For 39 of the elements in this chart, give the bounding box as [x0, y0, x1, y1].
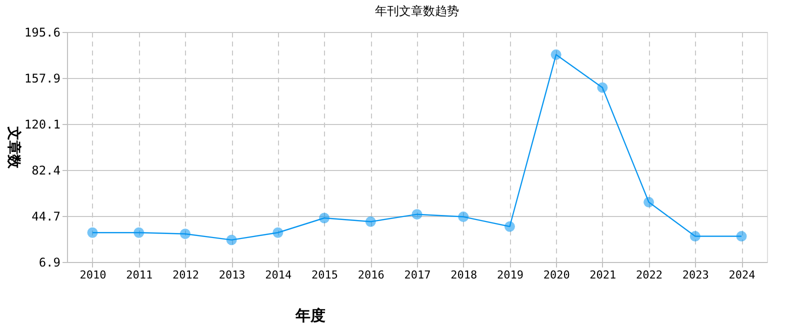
y-tick-label: 157.9 — [24, 71, 60, 86]
point — [458, 212, 469, 222]
x-tick-label: 2016 — [358, 268, 384, 282]
x-tick-label: 2020 — [543, 268, 570, 282]
point — [550, 49, 562, 60]
y-tick-label: 82.4 — [32, 163, 60, 178]
x-tick-label: 2014 — [265, 268, 292, 282]
point — [412, 209, 422, 220]
x-tick-label: 2017 — [404, 268, 431, 282]
point — [87, 227, 98, 238]
point — [597, 82, 608, 93]
point — [504, 221, 515, 232]
x-tick-label: 2018 — [450, 268, 478, 282]
y-tick-label: 6.9 — [38, 256, 60, 270]
point — [365, 216, 376, 227]
point — [736, 231, 747, 242]
x-tick-label: 2015 — [312, 268, 338, 282]
x-tick-label: 2022 — [636, 268, 663, 282]
point — [180, 228, 190, 240]
x-tick-label: 2023 — [682, 268, 709, 282]
point — [272, 227, 284, 238]
point — [690, 231, 700, 242]
y-tick-label: 44.7 — [32, 209, 60, 224]
point — [226, 234, 237, 246]
x-tick-label: 2024 — [728, 268, 756, 282]
x-tick-label: 2012 — [172, 268, 199, 282]
y-tick-label: 120.1 — [24, 118, 60, 132]
y-axis-title: 文章数 — [5, 126, 22, 170]
chart-title: 年刊文章数趋势 — [375, 4, 459, 18]
x-tick-label: 2019 — [496, 268, 524, 282]
point — [644, 196, 654, 208]
x-tick-label: 2021 — [590, 268, 616, 282]
x-tick-label: 2011 — [126, 268, 153, 282]
point — [134, 227, 144, 238]
x-tick-label: 2013 — [218, 268, 246, 282]
x-tick-label: 2010 — [80, 268, 106, 282]
y-tick-label: 195.6 — [24, 26, 60, 40]
x-axis-title: 年度 — [294, 306, 326, 324]
point — [319, 212, 330, 224]
